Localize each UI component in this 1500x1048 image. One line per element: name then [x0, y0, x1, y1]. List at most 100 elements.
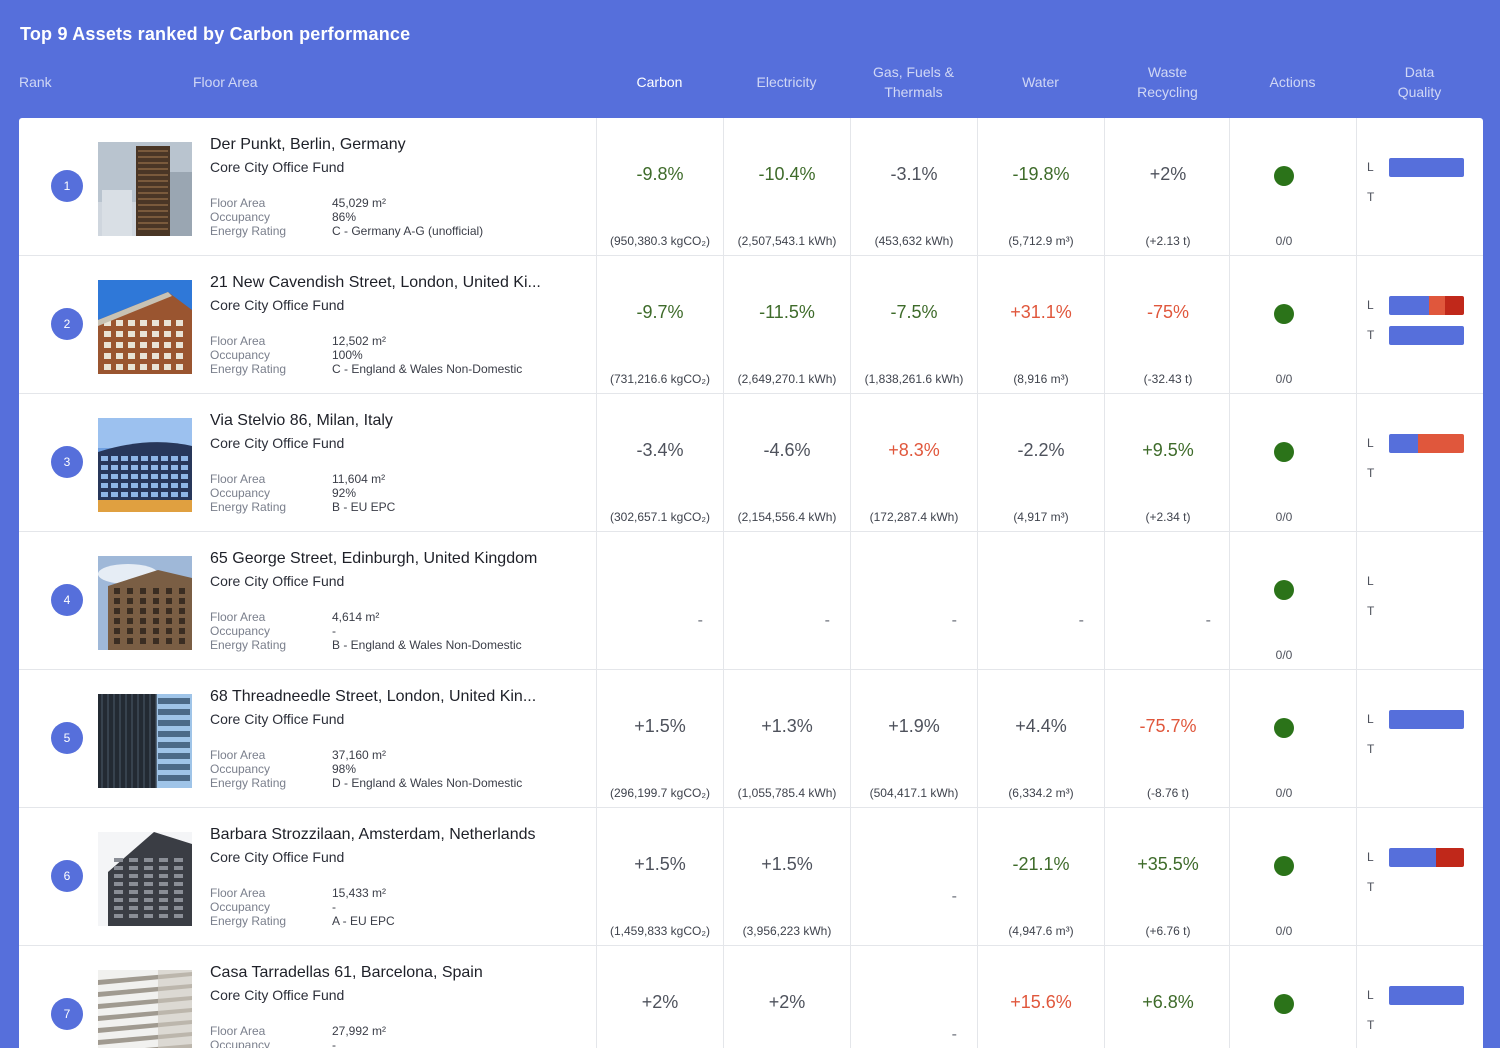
actions-cell[interactable]: 0/0	[1229, 808, 1356, 945]
asset-name[interactable]: Casa Tarradellas 61, Barcelona, Spain	[210, 964, 483, 981]
action-status-icon[interactable]	[1274, 442, 1294, 462]
landlord-quality-bar[interactable]	[1389, 434, 1464, 453]
actions-count: 0/0	[1275, 786, 1293, 800]
modern-office-photo-icon[interactable]	[98, 694, 192, 788]
metric-change: +6.8%	[1142, 992, 1194, 1012]
tenant-quality-bar[interactable]	[1389, 326, 1464, 345]
column-actions[interactable]: Actions	[1269, 74, 1316, 90]
dark-tower-photo-icon[interactable]	[98, 832, 192, 926]
column-gas-line1: Gas, Fuels &	[873, 64, 954, 80]
fund-name: Core City Office Fund	[210, 849, 345, 865]
tenant-quality-bar[interactable]	[1389, 188, 1464, 207]
gas-fuels-thermals-cell: -	[850, 532, 977, 669]
tenant-quality-bar[interactable]	[1389, 1016, 1464, 1035]
metric-absolute: (1,838,261.6 kWh)	[864, 372, 964, 386]
metric-change: +15.6%	[1010, 992, 1072, 1012]
table-row[interactable]: 2 21 New Cavendish Street, London, Unite…	[19, 256, 1483, 394]
table-row[interactable]: 6 Barbara Strozzilaan, Amsterdam, Nether…	[19, 808, 1483, 946]
tenant-quality-bar[interactable]	[1389, 878, 1464, 897]
gas-fuels-thermals-cell: +1.9% (504,417.1 kWh)	[850, 670, 977, 807]
waste-recycling-cell: +6.8%	[1104, 946, 1231, 1048]
actions-count: 0/0	[1275, 234, 1293, 248]
tenant-quality-bar[interactable]	[1389, 740, 1464, 759]
landlord-quality-bar[interactable]	[1389, 986, 1464, 1005]
action-status-icon[interactable]	[1274, 718, 1294, 738]
gas-fuels-thermals-cell: -	[850, 808, 977, 945]
table-row[interactable]: 7 Casa Tarradellas 61, Barcelona, Spain …	[19, 946, 1483, 1048]
landlord-quality-bar[interactable]	[1389, 848, 1464, 867]
floor-area-value: 11,604 m²	[332, 472, 386, 486]
metric-change: +1.3%	[761, 716, 813, 736]
table-row[interactable]: 5 68 Threadneedle Street, London, United…	[19, 670, 1483, 808]
landlord-quality-bar[interactable]	[1389, 572, 1464, 591]
metric-change: -21.1%	[1012, 854, 1070, 874]
gas-fuels-thermals-cell: +8.3% (172,287.4 kWh)	[850, 394, 977, 531]
sandstone-building-photo-icon[interactable]	[98, 556, 192, 650]
landlord-quality-bar[interactable]	[1389, 296, 1464, 315]
tower-building-photo-icon[interactable]	[98, 142, 192, 236]
electricity-cell: -4.6% (2,154,556.4 kWh)	[723, 394, 850, 531]
landlord-quality-bar[interactable]	[1389, 158, 1464, 177]
actions-cell[interactable]: 0/0	[1229, 256, 1356, 393]
column-electricity[interactable]: Electricity	[756, 74, 817, 90]
metric-absolute: (453,632 kWh)	[874, 234, 954, 248]
asset-name[interactable]: Barbara Strozzilaan, Amsterdam, Netherla…	[210, 826, 536, 843]
asset-name[interactable]: Via Stelvio 86, Milan, Italy	[210, 412, 393, 429]
no-data-dash: -	[951, 1026, 957, 1043]
tenant-quality-bar[interactable]	[1389, 602, 1464, 621]
occupancy-label: Occupancy	[210, 486, 271, 500]
metric-absolute: (8,916 m³)	[1013, 372, 1069, 386]
action-status-icon[interactable]	[1274, 994, 1294, 1014]
asset-name[interactable]: Der Punkt, Berlin, Germany	[210, 136, 406, 153]
column-dq-line1: Data	[1404, 64, 1435, 80]
landlord-quality-bar[interactable]	[1389, 710, 1464, 729]
water-cell: +4.4% (6,334.2 m³)	[977, 670, 1104, 807]
column-carbon[interactable]: Carbon	[636, 74, 683, 90]
fund-name: Core City Office Fund	[210, 297, 345, 313]
gas-fuels-thermals-cell: -3.1% (453,632 kWh)	[850, 118, 977, 255]
column-data-quality[interactable]: Data Quality	[1356, 62, 1483, 102]
column-water[interactable]: Water	[1022, 74, 1059, 90]
floor-area-value: 27,992 m²	[332, 1024, 387, 1038]
table-row[interactable]: 3 Via Stelvio 86, Milan, Italy Core City…	[19, 394, 1483, 532]
data-quality-cell: L T	[1356, 946, 1483, 1048]
action-status-icon[interactable]	[1274, 166, 1294, 186]
metric-change: -9.7%	[636, 302, 684, 322]
energy-rating-label: Energy Rating	[210, 776, 287, 790]
occupancy-label: Occupancy	[210, 348, 271, 362]
action-status-icon[interactable]	[1274, 580, 1294, 600]
electricity-cell: +2%	[723, 946, 850, 1048]
landlord-label: L	[1367, 436, 1374, 450]
floor-area-value: 15,433 m²	[332, 886, 387, 900]
brick-building-photo-icon[interactable]	[98, 280, 192, 374]
actions-cell[interactable]: 0/0	[1229, 394, 1356, 531]
metric-absolute: (4,947.6 m³)	[1008, 924, 1074, 938]
actions-cell[interactable]	[1229, 946, 1356, 1048]
energy-rating-value: C - England & Wales Non-Domestic	[332, 362, 523, 376]
actions-cell[interactable]: 0/0	[1229, 532, 1356, 669]
column-floor-area[interactable]: Floor Area	[193, 74, 258, 90]
energy-rating-label: Energy Rating	[210, 914, 287, 928]
asset-name[interactable]: 65 George Street, Edinburgh, United King…	[210, 550, 538, 567]
landlord-label: L	[1367, 712, 1374, 726]
table-row[interactable]: 1 Der Punkt, Berlin, Germany Core City O…	[19, 118, 1483, 256]
table-row[interactable]: 4 65 George Street, Edinburgh, United Ki…	[19, 532, 1483, 670]
asset-name[interactable]: 21 New Cavendish Street, London, United …	[210, 274, 541, 291]
column-waste-recycling[interactable]: Waste Recycling	[1104, 62, 1231, 102]
white-facade-photo-icon[interactable]	[98, 970, 192, 1048]
energy-rating-label: Energy Rating	[210, 224, 287, 238]
column-gas-fuels-thermals[interactable]: Gas, Fuels & Thermals	[850, 62, 977, 102]
metric-change: +8.3%	[888, 440, 940, 460]
metric-absolute: (2,507,543.1 kWh)	[737, 234, 837, 248]
waste-recycling-cell: +2% (+2.13 t)	[1104, 118, 1231, 255]
carbon-cell: -3.4% (302,657.1 kgCO₂)	[596, 394, 723, 531]
asset-name[interactable]: 68 Threadneedle Street, London, United K…	[210, 688, 537, 705]
action-status-icon[interactable]	[1274, 856, 1294, 876]
actions-cell[interactable]: 0/0	[1229, 670, 1356, 807]
column-rank[interactable]: Rank	[19, 74, 52, 90]
energy-rating-value: B - England & Wales Non-Domestic	[332, 638, 522, 652]
actions-cell[interactable]: 0/0	[1229, 118, 1356, 255]
tenant-quality-bar[interactable]	[1389, 464, 1464, 483]
glass-building-photo-icon[interactable]	[98, 418, 192, 512]
action-status-icon[interactable]	[1274, 304, 1294, 324]
